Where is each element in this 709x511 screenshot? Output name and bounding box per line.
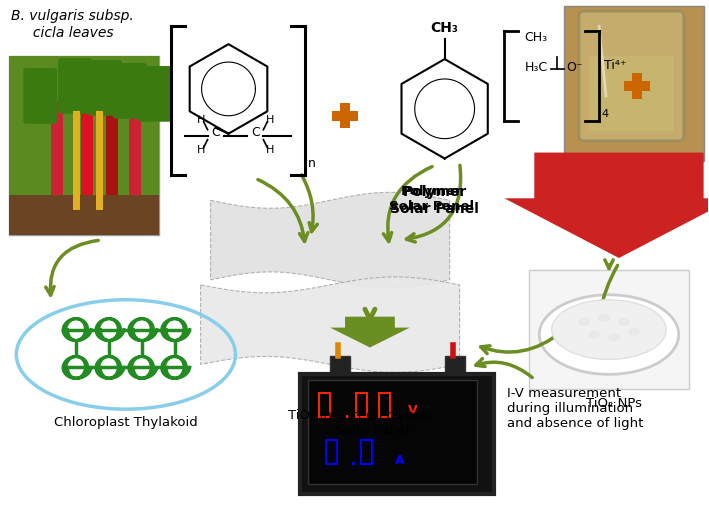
FancyBboxPatch shape — [579, 11, 683, 141]
Bar — [320, 392, 329, 394]
Text: Polymer
Solar Panel: Polymer Solar Panel — [390, 185, 479, 216]
Bar — [327, 463, 336, 465]
FancyBboxPatch shape — [81, 101, 93, 230]
Text: H: H — [266, 145, 274, 155]
Text: TiO₂ NPs: TiO₂ NPs — [586, 397, 642, 410]
FancyBboxPatch shape — [73, 111, 80, 210]
Text: B. vulgaris subsp.
     cicla leaves: B. vulgaris subsp. cicla leaves — [11, 9, 134, 39]
FancyBboxPatch shape — [9, 56, 159, 235]
Bar — [318, 392, 320, 405]
FancyBboxPatch shape — [9, 56, 159, 235]
Bar — [355, 405, 357, 418]
Ellipse shape — [588, 331, 600, 339]
FancyBboxPatch shape — [445, 357, 464, 376]
Text: Chloroplast Thylakoid: Chloroplast Thylakoid — [54, 416, 198, 429]
Bar — [362, 439, 371, 441]
Text: 4: 4 — [601, 109, 608, 119]
FancyBboxPatch shape — [9, 195, 159, 235]
Bar — [327, 439, 336, 441]
Bar — [366, 405, 368, 418]
Text: C: C — [251, 126, 259, 139]
Text: H: H — [196, 145, 205, 155]
Polygon shape — [504, 153, 709, 258]
FancyBboxPatch shape — [23, 68, 57, 124]
Ellipse shape — [618, 318, 630, 326]
Bar — [325, 452, 327, 465]
Polygon shape — [330, 317, 410, 347]
Bar — [329, 392, 331, 405]
FancyBboxPatch shape — [106, 101, 118, 230]
Bar — [325, 439, 327, 452]
Ellipse shape — [598, 314, 610, 321]
Text: H₃C: H₃C — [525, 61, 547, 74]
Polygon shape — [201, 277, 459, 373]
Bar — [336, 439, 338, 452]
Text: CH₃: CH₃ — [430, 21, 459, 35]
Bar — [380, 416, 389, 418]
FancyBboxPatch shape — [51, 101, 63, 230]
FancyBboxPatch shape — [300, 375, 494, 494]
Text: I-V measurement
during illumination
and absence of light: I-V measurement during illumination and … — [508, 387, 644, 430]
Bar — [329, 405, 331, 418]
Bar — [360, 439, 362, 452]
Bar — [389, 405, 391, 418]
FancyBboxPatch shape — [530, 270, 688, 389]
Bar — [357, 392, 366, 394]
Bar — [362, 463, 371, 465]
Ellipse shape — [578, 318, 590, 326]
Bar — [318, 405, 320, 418]
FancyBboxPatch shape — [96, 111, 103, 210]
FancyBboxPatch shape — [129, 101, 141, 230]
Bar — [624, 81, 649, 91]
Bar — [320, 416, 329, 418]
Bar — [355, 392, 357, 405]
Bar — [366, 392, 368, 405]
Bar — [360, 452, 362, 465]
Text: A: A — [395, 454, 404, 467]
Bar — [333, 111, 358, 121]
Text: Ti⁴⁺: Ti⁴⁺ — [604, 59, 627, 72]
Bar — [380, 392, 389, 394]
Text: C: C — [211, 126, 220, 139]
Bar — [340, 103, 350, 128]
FancyBboxPatch shape — [564, 6, 703, 160]
Ellipse shape — [540, 295, 679, 375]
FancyBboxPatch shape — [330, 357, 350, 376]
Bar — [352, 462, 355, 465]
Text: V: V — [408, 404, 418, 417]
Text: n: n — [308, 157, 316, 171]
FancyBboxPatch shape — [589, 56, 674, 131]
FancyBboxPatch shape — [88, 60, 122, 116]
Bar — [632, 73, 642, 99]
Bar — [371, 452, 373, 465]
Bar — [389, 392, 391, 405]
Bar — [371, 439, 373, 452]
Ellipse shape — [608, 334, 620, 341]
Ellipse shape — [628, 328, 640, 336]
FancyBboxPatch shape — [58, 58, 92, 114]
FancyBboxPatch shape — [138, 66, 172, 122]
Text: H: H — [196, 115, 205, 125]
FancyBboxPatch shape — [113, 63, 147, 119]
Bar — [378, 392, 380, 405]
Polygon shape — [211, 192, 450, 288]
Text: H: H — [266, 115, 274, 125]
Text: CH₃: CH₃ — [525, 31, 547, 44]
Bar — [378, 405, 380, 418]
Ellipse shape — [552, 300, 666, 359]
Text: O⁻: O⁻ — [566, 61, 583, 74]
Bar — [336, 452, 338, 465]
Bar — [346, 415, 349, 418]
Text: TiO₂ inserted Polymer
      Solar Panel: TiO₂ inserted Polymer Solar Panel — [288, 409, 432, 437]
Bar — [357, 416, 366, 418]
FancyBboxPatch shape — [308, 380, 476, 484]
Text: Polymer
Solar Panel: Polymer Solar Panel — [389, 185, 474, 214]
